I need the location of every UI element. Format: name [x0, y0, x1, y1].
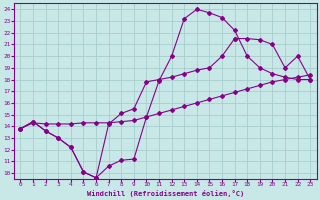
X-axis label: Windchill (Refroidissement éolien,°C): Windchill (Refroidissement éolien,°C)	[87, 190, 244, 197]
